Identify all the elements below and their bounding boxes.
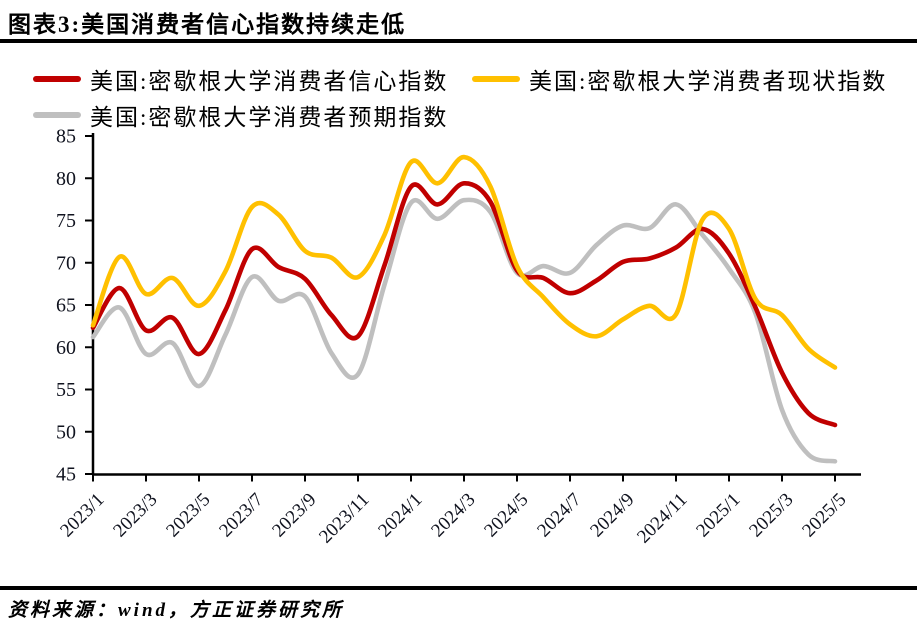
x-tick-label: 2024/3 bbox=[427, 489, 479, 541]
y-tick-label: 75 bbox=[56, 210, 76, 232]
legend-label-current: 美国:密歇根大学消费者现状指数 bbox=[529, 69, 888, 94]
legend-item-current: 美国:密歇根大学消费者现状指数 bbox=[472, 66, 887, 94]
x-tick-label: 2025/3 bbox=[745, 489, 797, 541]
x-tick-label: 2024/5 bbox=[480, 489, 532, 541]
y-tick-label: 80 bbox=[56, 168, 76, 190]
y-tick-label: 60 bbox=[56, 337, 76, 359]
x-tick-label: 2023/3 bbox=[109, 489, 161, 541]
y-tick-label: 65 bbox=[56, 295, 76, 317]
y-tick-label: 70 bbox=[56, 252, 76, 274]
figure-title: 图表3:美国消费者信心指数持续走低 bbox=[8, 12, 407, 37]
x-tick-label: 2023/1 bbox=[56, 489, 108, 541]
x-tick-label: 2025/1 bbox=[692, 489, 744, 541]
source-note: 资料来源：wind，方正证券研究所 bbox=[8, 600, 345, 621]
legend-swatch-current bbox=[472, 76, 520, 82]
footer-divider bbox=[0, 586, 917, 590]
legend-item-sentiment: 美国:密歇根大学消费者信心指数 bbox=[33, 66, 448, 94]
series-line-sentiment bbox=[90, 180, 838, 428]
x-tick-label: 2023/11 bbox=[315, 489, 373, 547]
legend-swatch-sentiment bbox=[33, 76, 81, 82]
legend-swatch-expectations bbox=[33, 112, 81, 118]
y-axis-ticks: 45 50 55 60 65 70 75 80 85 bbox=[56, 126, 93, 486]
series-lines bbox=[90, 154, 838, 464]
y-tick-label: 55 bbox=[56, 379, 76, 401]
x-tick-label: 2024/9 bbox=[586, 489, 638, 541]
title-divider bbox=[0, 39, 917, 43]
y-tick-label: 85 bbox=[56, 126, 76, 148]
legend-label-expectations: 美国:密歇根大学消费者预期指数 bbox=[90, 105, 449, 130]
series-line-current bbox=[90, 154, 838, 370]
x-tick-label: 2025/5 bbox=[798, 489, 850, 541]
x-tick-label: 2024/11 bbox=[633, 489, 691, 547]
y-tick-label: 45 bbox=[56, 464, 76, 486]
legend-label-sentiment: 美国:密歇根大学消费者信心指数 bbox=[90, 69, 449, 94]
x-tick-label: 2024/1 bbox=[374, 489, 426, 541]
series-line-expectations bbox=[90, 197, 838, 464]
legend-item-expectations: 美国:密歇根大学消费者预期指数 bbox=[33, 102, 448, 130]
x-tick-label: 2023/5 bbox=[162, 489, 214, 541]
y-tick-label: 50 bbox=[56, 421, 76, 443]
x-tick-label: 2023/9 bbox=[268, 489, 320, 541]
x-tick-label: 2023/7 bbox=[215, 489, 267, 541]
x-tick-label: 2024/7 bbox=[533, 489, 585, 541]
axes bbox=[91, 133, 861, 476]
